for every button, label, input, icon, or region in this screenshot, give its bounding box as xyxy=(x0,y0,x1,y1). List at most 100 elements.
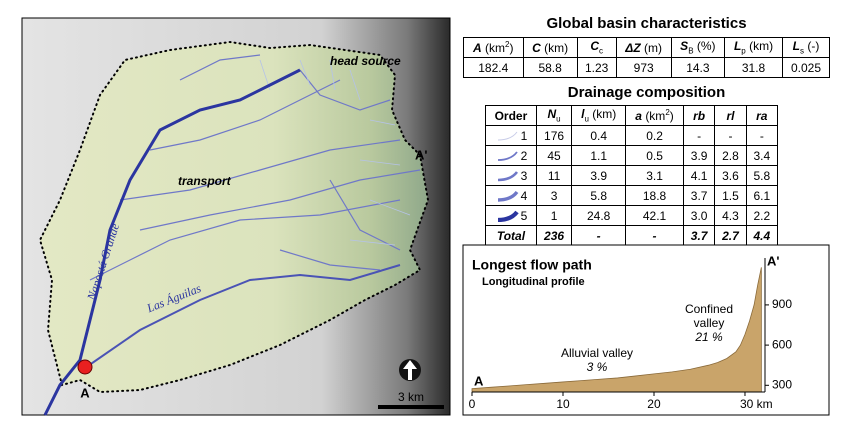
aguilas-river xyxy=(84,264,401,369)
column-header: a (km2) xyxy=(625,105,684,126)
table-cell: 3.6 xyxy=(714,165,747,186)
map-label: A' xyxy=(415,147,427,162)
map-label: transport xyxy=(178,174,232,188)
table-row: 1 176 0.4 0.2- - - xyxy=(485,125,779,146)
column-header: Order xyxy=(485,105,537,126)
table-cell: 18.8 xyxy=(625,185,684,206)
basin-map: head source transport Napostá Grande Las… xyxy=(21,17,451,416)
table-row: 3 11 3.9 3.1 4.1 3.6 5.8 xyxy=(485,165,779,186)
table-cell: 6.1 xyxy=(745,185,779,206)
order-line xyxy=(497,210,519,223)
map-label: head source xyxy=(330,54,401,68)
header-symbol: a xyxy=(635,109,642,123)
basin xyxy=(38,40,430,394)
table-cell: 4.4 xyxy=(745,225,779,246)
profile-area xyxy=(471,267,762,393)
table-cell: 4.3 xyxy=(714,205,747,226)
header-subscript: u xyxy=(584,114,589,124)
table-cell: 1.23 xyxy=(576,57,617,78)
table-cell: 0.2 xyxy=(625,125,684,146)
table-cell: - xyxy=(625,225,684,246)
table-cell: 31.8 xyxy=(724,57,783,78)
header-unit: (m) xyxy=(644,40,663,55)
order-symbol xyxy=(497,132,517,141)
table-cell: - xyxy=(714,125,747,146)
header-subscript: c xyxy=(599,46,603,56)
header-symbol: N xyxy=(547,107,557,122)
column-header: rb xyxy=(682,105,716,126)
header-unit: ) xyxy=(509,41,514,55)
header-subscript: u xyxy=(556,114,561,124)
order-line xyxy=(497,132,517,141)
header-symbol: L xyxy=(733,39,742,54)
annotation: Confined xyxy=(685,302,733,316)
table-cell: 2.7 xyxy=(714,225,747,246)
header-superscript: 2 xyxy=(505,40,510,49)
header-subscript: s xyxy=(799,46,804,56)
column-header: SB (%) xyxy=(670,37,726,58)
table-cell: 0.5 xyxy=(625,145,684,166)
table-row: 2 45 1.1 0.5 3.9 2.8 3.4 xyxy=(485,145,779,166)
order-symbol xyxy=(497,151,518,162)
drainage-table: Order Nu lu (km) a (km2) rb rl ra 1 176 0.4 0.2- - -… xyxy=(485,105,779,246)
table-cell: 1 xyxy=(535,205,573,226)
column-header: ΔZ (m) xyxy=(615,37,672,58)
scale-bar xyxy=(378,405,444,409)
header-unit: (km) xyxy=(544,40,569,55)
annotation: Alluvial valley xyxy=(561,346,633,360)
header-unit: (km) xyxy=(592,107,617,122)
x-tick-label: 30 km xyxy=(740,397,773,411)
header-unit: (km) xyxy=(749,39,774,54)
table-cell: 3.4 xyxy=(745,145,779,166)
order-symbol xyxy=(497,210,519,223)
table-cell: 3.1 xyxy=(625,165,684,186)
order-label: 1 xyxy=(520,128,528,143)
header-unit: (km xyxy=(645,109,666,123)
x-tick-label: 10 xyxy=(556,397,570,411)
column-header: C (km) xyxy=(522,37,578,58)
header-unit: (%) xyxy=(696,39,716,54)
table-cell: 2.8 xyxy=(714,145,747,166)
x-tick-label: 20 xyxy=(647,397,661,411)
table-cell: 1.5 xyxy=(714,185,747,206)
table-cell: 11 xyxy=(535,165,573,186)
scale-label: 3 km xyxy=(398,390,424,404)
table-cell: 3.9 xyxy=(571,165,627,186)
table-cell: 4 xyxy=(485,185,537,206)
header-symbol: S xyxy=(680,39,689,54)
table-cell: 3 xyxy=(535,185,573,206)
outlet xyxy=(77,359,93,375)
column-header: rl xyxy=(714,105,747,126)
main-river xyxy=(43,68,301,416)
table-cell: 2 xyxy=(485,145,537,166)
table-cell: 973 xyxy=(615,57,672,78)
table-cell: 0.025 xyxy=(781,57,831,78)
header-unit: ) xyxy=(669,109,674,123)
table-cell: 45 xyxy=(535,145,573,166)
chart-subtitle: Longitudinal profile xyxy=(482,276,585,288)
header-symbol: ΔZ xyxy=(625,40,641,55)
table-cell: 3 xyxy=(485,165,537,186)
y-tick-label: 300 xyxy=(772,377,792,391)
table-cell: 3.0 xyxy=(682,205,716,226)
column-header: Lp (km) xyxy=(724,37,783,58)
header-unit: (km xyxy=(485,41,506,55)
order-label: 2 xyxy=(520,148,528,163)
header-symbol: C xyxy=(532,40,541,55)
column-header: A (km2) xyxy=(463,37,524,58)
table-cell: 58.8 xyxy=(522,57,578,78)
header-symbol: ra xyxy=(756,108,768,123)
order-line xyxy=(497,191,518,203)
table-title: Global basin characteristics xyxy=(546,15,747,32)
column-header: lu (km) xyxy=(571,105,627,126)
annotation: 21 % xyxy=(694,330,723,344)
table-cell: 3.9 xyxy=(682,145,716,166)
annotation: 3 % xyxy=(587,360,608,374)
header-symbol: l xyxy=(581,107,585,122)
table-cell: 2.2 xyxy=(745,205,779,226)
profile-chart: 0 10 20 30 km 300 600 900 Longest flow path Long… xyxy=(462,244,830,416)
north-arrow xyxy=(403,360,417,380)
header-symbol: L xyxy=(792,39,800,54)
column-header: ra xyxy=(745,105,779,126)
table-cell: 42.1 xyxy=(625,205,684,226)
